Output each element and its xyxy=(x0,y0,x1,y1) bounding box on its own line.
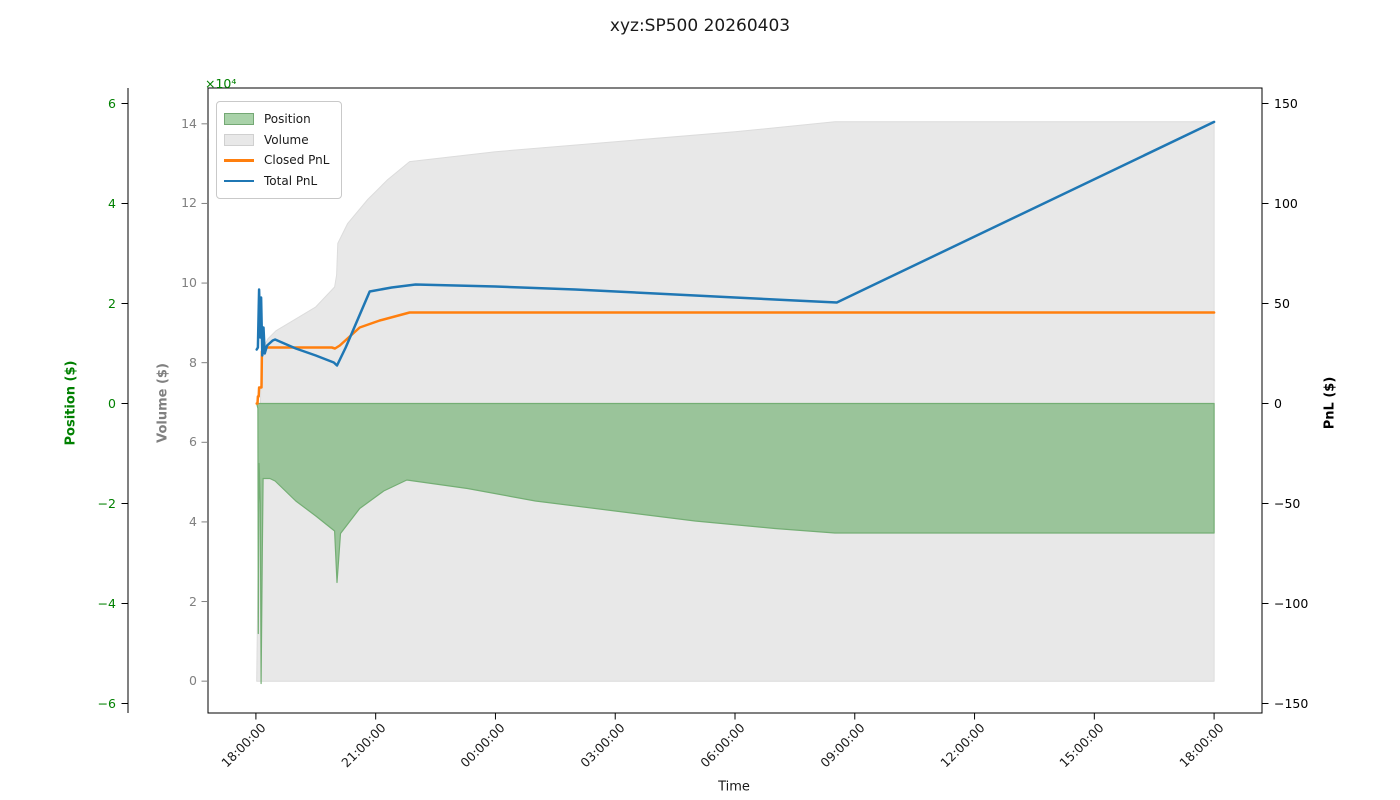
legend-line-icon xyxy=(224,175,254,187)
pnl-tick-label: −100 xyxy=(1274,595,1309,611)
pnl-tick-label: −50 xyxy=(1274,495,1301,511)
volume-tick-label: 6 xyxy=(189,434,197,450)
volume-axis-label: Volume ($) xyxy=(155,363,171,443)
pnl-tick-label: −150 xyxy=(1274,695,1309,711)
position-tick-label: −6 xyxy=(97,695,116,711)
legend-label: Closed PnL xyxy=(264,153,330,168)
legend-patch-icon xyxy=(224,113,254,126)
legend-line-icon xyxy=(224,154,254,166)
position-tick-label: −2 xyxy=(97,495,116,511)
position-tick-label: 2 xyxy=(108,295,116,311)
legend-label: Volume xyxy=(264,132,309,147)
volume-tick-label: 2 xyxy=(189,593,197,609)
legend-label: Total PnL xyxy=(264,173,318,188)
volume-tick-label: 10 xyxy=(181,275,197,291)
pnl-tick-label: 0 xyxy=(1274,395,1282,411)
position-tick-label: 0 xyxy=(108,395,116,411)
legend-patch-icon xyxy=(224,133,254,146)
volume-offset-text: ×10⁴ xyxy=(205,76,237,91)
legend-item-total-pnl: Total PnL xyxy=(224,171,329,192)
legend-item-position: Position xyxy=(224,109,329,130)
legend-item-closed-pnl: Closed PnL xyxy=(224,150,329,171)
pnl-tick-label: 150 xyxy=(1274,95,1298,111)
position-tick-label: 4 xyxy=(108,195,116,211)
position-area xyxy=(256,402,1215,685)
volume-tick-label: 0 xyxy=(189,673,197,689)
position-tick-label: 6 xyxy=(108,95,116,111)
legend-key-mark xyxy=(224,179,254,182)
volume-tick-label: 12 xyxy=(181,195,197,211)
legend-item-volume: Volume xyxy=(224,130,329,151)
position-tick-label: −4 xyxy=(97,595,116,611)
legend-key-mark xyxy=(224,113,254,126)
volume-tick-label: 8 xyxy=(189,354,197,370)
pnl-tick-label: 100 xyxy=(1274,195,1298,211)
chart-title: xyz:SP500 20260403 xyxy=(609,16,791,36)
pnl-axis-label: PnL ($) xyxy=(1322,376,1338,430)
time-axis-label: Time xyxy=(718,779,750,795)
legend-key-mark xyxy=(224,159,254,162)
volume-area xyxy=(256,121,1215,682)
volume-tick-label: 14 xyxy=(181,115,197,131)
pnl-tick-label: 50 xyxy=(1274,295,1290,311)
total-pnl-line xyxy=(255,120,1216,367)
volume-tick-label: 4 xyxy=(189,513,197,529)
legend-label: Position xyxy=(264,112,311,127)
legend-key-mark xyxy=(224,133,254,146)
legend: Position Volume Closed PnL Total PnL xyxy=(216,101,343,199)
